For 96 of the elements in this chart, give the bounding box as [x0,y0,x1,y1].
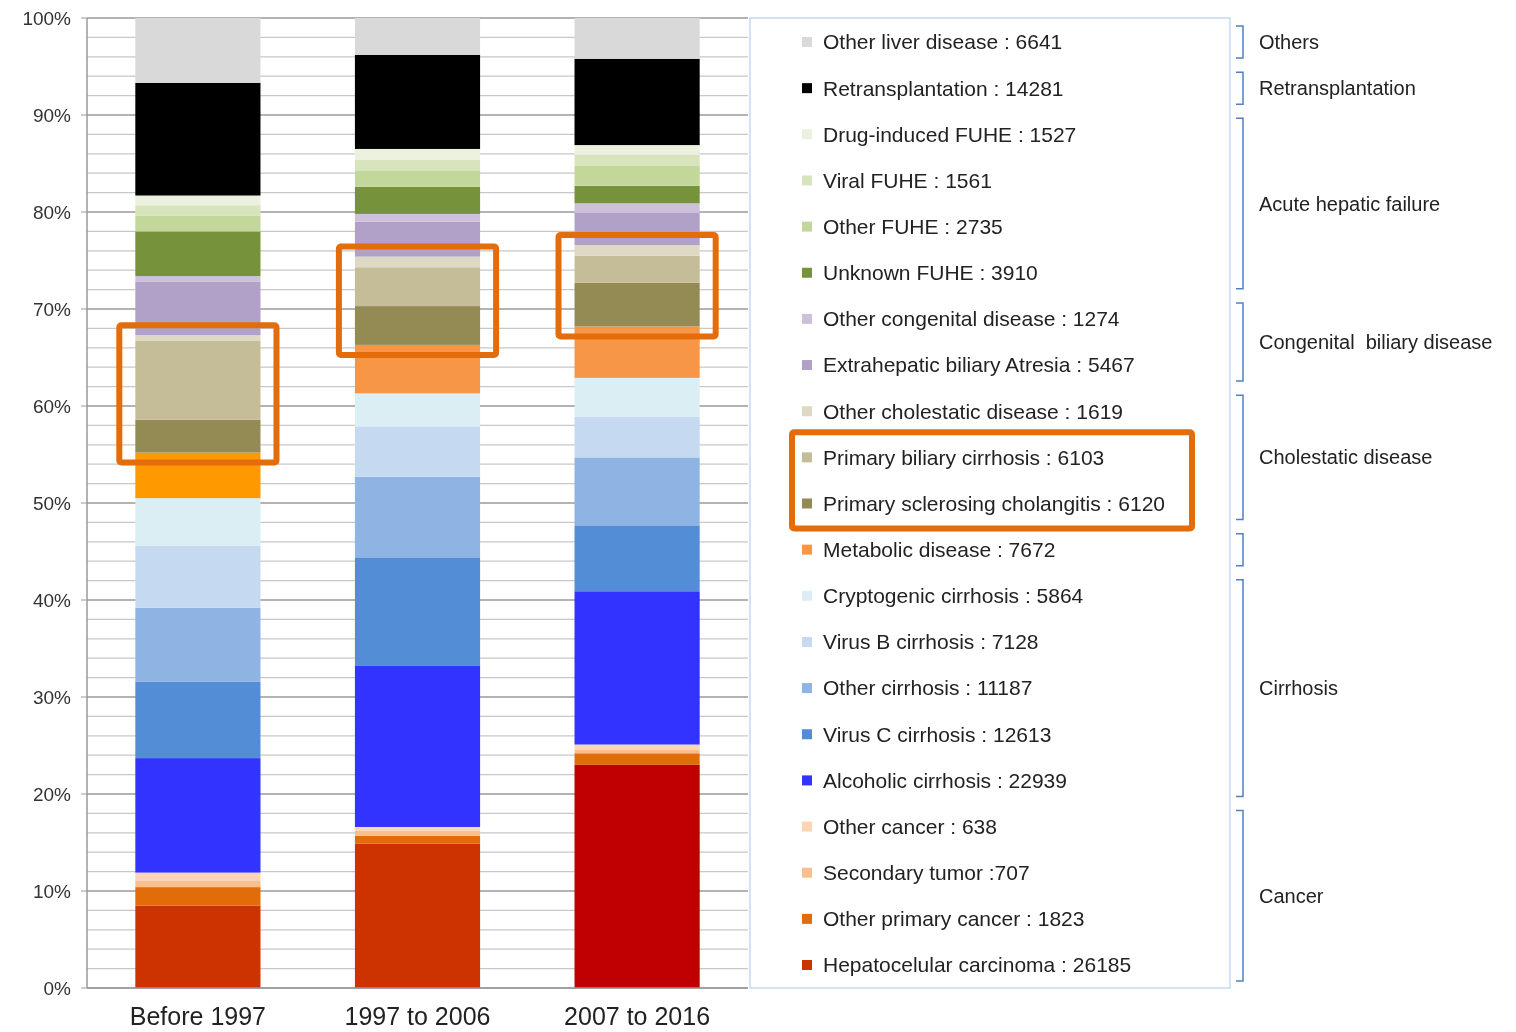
bar [135,681,261,759]
bar [135,195,261,206]
bar [354,186,481,214]
text: Others [1259,31,1320,53]
bar [135,18,261,83]
bar [135,872,261,881]
bar [135,231,261,277]
legend-label: Drug-induced FUHE : 1527 [823,122,1077,146]
text: Congenital biliary disease [1259,330,1493,353]
y-tick-label: 100% [22,7,72,29]
x-tick-label: Before 1997 [129,1002,267,1030]
bar [135,335,261,342]
bar [354,835,481,844]
bar [574,58,700,146]
y-tick-label: 80% [32,201,72,223]
bar [354,826,481,831]
y-tick-label: 90% [32,104,72,126]
legend-label: Other cholestatic disease : 1619 [823,399,1124,423]
bar [135,82,261,196]
legend-label: Secondary tumor :707 [823,861,1030,885]
y-tick-label: 0% [43,977,72,999]
legend-label: Virus B cirrhosis : 7128 [823,630,1039,654]
bar [354,476,481,558]
bar [135,545,261,608]
bar [574,203,700,213]
bar [574,165,700,186]
bar [354,426,481,477]
bar [574,525,700,592]
bar [354,665,481,827]
bar [354,170,481,187]
bar [574,377,700,417]
bar [135,276,261,282]
legend-label: Primary biliary cirrhosis : 6103 [823,445,1105,469]
text: Acute hepatic failure [1259,192,1441,215]
bar [574,764,700,988]
legend-label: Virus C cirrhosis : 12613 [823,722,1052,746]
legend-label: Other cirrhosis : 11187 [823,676,1033,700]
bar [135,758,261,873]
y-tick-label: 30% [32,686,72,708]
bar [135,215,261,232]
legend-label: Primary sclerosing cholangitis : 6120 [823,491,1165,515]
text: Retransplantation [1259,77,1416,100]
y-tick-label: 40% [32,589,72,611]
bar [574,753,700,765]
y-tick-label: 10% [32,880,72,902]
bar [135,880,261,888]
bar [135,887,261,906]
legend-label: Other congenital disease : 1274 [823,307,1120,331]
bar [354,54,481,149]
legend-label: Other primary cancer : 1823 [823,907,1085,931]
bar [574,154,700,166]
bar [574,749,700,754]
legend-label: Viral FUHE : 1561 [823,168,992,192]
legend-label: Cryptogenic cirrhosis : 5864 [823,584,1084,608]
bar [135,419,261,453]
legend-label: Hepatocelular carcinoma : 26185 [823,953,1132,977]
bar [354,830,481,836]
bar [135,607,261,682]
text: Cholestatic disease [1259,446,1433,469]
bar [354,213,481,222]
legend-label: Metabolic disease : 7672 [823,538,1056,561]
bar [354,159,481,171]
y-tick-label: 50% [32,492,72,514]
bar [135,341,261,420]
bar [354,393,481,427]
x-tick-label: 1997 to 2006 [344,1002,491,1030]
legend-label: Other FUHE : 2735 [823,214,1003,238]
bar [354,256,481,268]
bar [135,498,261,546]
bar [135,205,261,216]
bar [574,457,700,526]
bar [574,282,700,327]
text: Cirrhosis [1259,677,1338,700]
bar [354,843,481,988]
legend-label: Alcoholic cirrhosis : 22939 [823,768,1067,792]
text: Cancer [1259,884,1324,907]
bar [574,416,700,458]
x-tick-label: 2007 to 2016 [564,1002,711,1030]
bar [354,18,481,55]
bar [135,905,261,988]
legend-label: Extrahepatic biliary Atresia : 5467 [823,353,1135,377]
bar [354,148,481,160]
bar [574,185,700,204]
bar [574,244,700,256]
bar [574,591,700,745]
legend-label: Retransplantation : 14281 [823,76,1064,100]
bar [574,255,700,283]
legend-label: Other liver disease : 6641 [823,30,1063,54]
bar [354,557,481,666]
y-tick-label: 70% [32,298,72,320]
bar [574,145,700,155]
legend-label: Other cancer : 638 [823,814,997,838]
y-tick-label: 60% [32,395,72,417]
y-tick-label: 20% [32,783,72,805]
legend-label: Unknown FUHE : 3910 [823,261,1038,285]
bar [574,18,700,59]
